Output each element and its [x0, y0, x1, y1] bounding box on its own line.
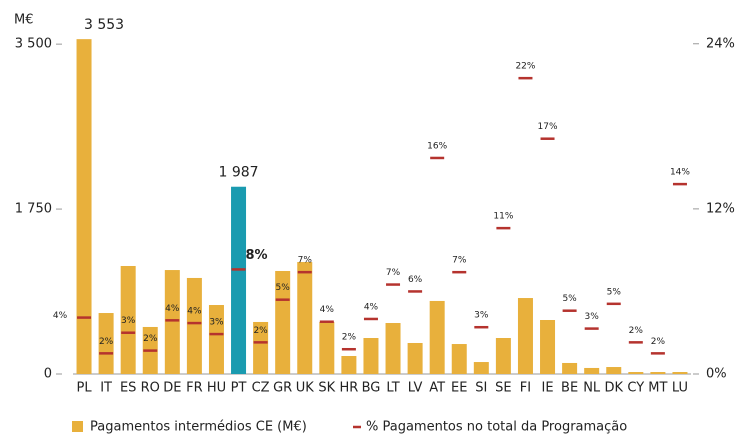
percent-label: 4% [364, 302, 379, 312]
percent-label: 2% [143, 334, 158, 344]
percent-label: 7% [386, 268, 401, 278]
bar [584, 367, 600, 374]
x-tick-label: IT [100, 381, 112, 396]
bar [186, 277, 202, 374]
x-tick-label: UK [296, 381, 315, 396]
x-tick-label: DE [163, 381, 181, 396]
bar [319, 321, 335, 374]
x-tick-label: IE [542, 381, 554, 396]
percent-label: 2% [342, 333, 357, 343]
percent-label: 7% [298, 256, 313, 266]
y2-tick-label: 24% [706, 36, 735, 51]
percent-label: 7% [452, 256, 467, 266]
x-tick-label: FR [186, 381, 203, 396]
y-tick-label: 0 [44, 367, 52, 382]
x-tick-label: PT [231, 381, 247, 396]
bar [628, 372, 644, 374]
bar [562, 362, 578, 374]
y-tick-label: 1 750 [15, 202, 52, 217]
x-tick-label: HU [207, 381, 226, 396]
x-tick-label: LV [408, 381, 423, 396]
x-tick-label: CY [627, 381, 644, 396]
bar [120, 265, 136, 374]
x-tick-label: RO [141, 381, 160, 396]
percent-label: 14% [670, 168, 690, 178]
percent-label: 2% [253, 326, 268, 336]
bar [297, 262, 313, 374]
bar [429, 300, 445, 374]
legend-label: Pagamentos intermédios CE (M€) [90, 420, 307, 435]
percent-label: 3% [474, 311, 489, 321]
percent-label: 22% [515, 62, 535, 72]
y-axis-label: M€ [14, 13, 34, 28]
bar [231, 186, 247, 374]
percent-label: 3% [121, 316, 136, 326]
x-tick-label: HR [339, 381, 358, 396]
percent-label: 5% [562, 294, 577, 304]
x-tick-label: BG [362, 381, 381, 396]
percent-label: 5% [607, 287, 622, 297]
bar [540, 319, 556, 374]
percent-label: 4% [320, 305, 335, 315]
x-tick-label: DK [604, 381, 623, 396]
bar [672, 372, 688, 374]
percent-label: 2% [651, 337, 666, 347]
bar [495, 337, 511, 374]
y-tick-label: 3 500 [15, 37, 52, 52]
x-tick-label: AT [429, 381, 445, 396]
x-tick-label: LT [386, 381, 399, 396]
percent-label: 4% [187, 307, 202, 317]
percent-label: 3% [585, 312, 600, 322]
x-tick-label: FI [520, 381, 531, 396]
bar [606, 367, 622, 374]
percent-label: 4% [53, 311, 68, 321]
legend-label: % Pagamentos no total da Programação [366, 420, 627, 435]
bar [253, 321, 269, 374]
percent-label: 11% [493, 212, 513, 222]
bar [650, 372, 666, 374]
percent-label: 5% [276, 283, 291, 293]
percent-label: 16% [427, 141, 447, 151]
x-tick-label: SK [318, 381, 335, 396]
x-tick-label: SI [475, 381, 487, 396]
x-tick-label: EE [451, 381, 467, 396]
x-tick-label: MT [648, 381, 667, 396]
bar [473, 362, 489, 374]
bar [76, 39, 92, 375]
x-tick-label: GR [273, 381, 292, 396]
bar [407, 342, 423, 374]
bar [164, 270, 180, 374]
bar [98, 313, 114, 374]
x-tick-label: ES [120, 381, 136, 396]
percent-label: 3% [209, 318, 224, 328]
bar [341, 355, 357, 374]
percent-label: 2% [99, 337, 114, 347]
x-tick-label: CZ [252, 381, 270, 396]
x-tick-label: NL [583, 381, 601, 396]
x-tick-label: PL [76, 381, 92, 396]
bar-value-label: 1 987 [218, 165, 258, 181]
percent-label: 8% [245, 248, 267, 263]
bar [451, 344, 467, 374]
x-tick-label: SE [495, 381, 511, 396]
bar [517, 298, 533, 374]
percent-label: 6% [408, 275, 423, 285]
x-tick-label: BE [561, 381, 578, 396]
percent-label: 17% [538, 122, 558, 132]
bar [385, 323, 401, 374]
percent-label: 2% [629, 326, 644, 336]
bar-value-label: 3 553 [84, 17, 124, 33]
bar [363, 337, 379, 374]
legend-swatch [72, 421, 83, 432]
y2-tick-label: 0% [706, 367, 727, 382]
y2-tick-label: 12% [706, 201, 735, 216]
percent-label: 4% [165, 304, 180, 314]
bar [208, 305, 224, 374]
bar [275, 270, 291, 374]
x-tick-label: LU [672, 381, 688, 396]
